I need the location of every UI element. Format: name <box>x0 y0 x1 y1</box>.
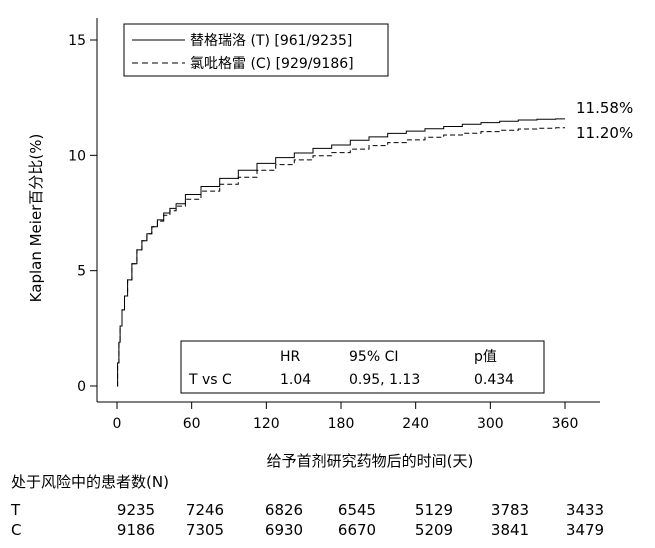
y-tick-label: 15 <box>68 33 86 49</box>
y-axis-title: Kaplan Meier百分比(%) <box>27 134 45 303</box>
x-tick-label: 360 <box>552 416 579 432</box>
stats-row-label: T vs C <box>188 372 232 388</box>
end-label-clopidogrel: 11.20% <box>576 124 633 142</box>
risk-cell: 6826 <box>265 501 303 519</box>
risk-cell: 9235 <box>117 501 155 519</box>
risk-cell: 5209 <box>415 521 453 539</box>
risk-table-values: 9235 7246 6826 6545 5129 3783 3433 9186 7305 6930… <box>117 501 604 539</box>
stats-value-p: 0.434 <box>474 372 514 388</box>
risk-cell: 6930 <box>265 521 303 539</box>
risk-cell: 3841 <box>491 521 529 539</box>
stats-header-ci: 95% CI <box>349 349 398 365</box>
risk-cell: 6545 <box>338 501 376 519</box>
risk-cell: 3479 <box>566 521 604 539</box>
end-label-ticagrelor: 11.58% <box>576 99 633 117</box>
risk-table-title: 处于风险中的患者数(N) <box>11 473 169 491</box>
x-tick-label: 120 <box>253 416 280 432</box>
x-tick-label: 60 <box>183 416 201 432</box>
legend-label-clopidogrel: 氯吡格雷 (C) [929/9186] <box>190 56 354 72</box>
survival-curves: 11.58% 11.20% <box>117 99 633 387</box>
risk-table: 处于风险中的患者数(N) T C 9235 7246 6826 6545 5129 378… <box>10 473 604 539</box>
series-line-ticagrelor <box>117 118 565 387</box>
stats-box-frame <box>180 340 545 394</box>
risk-row-label-t: T <box>10 501 21 519</box>
legend: 替格瑞洛 (T) [961/9235] 氯吡格雷 (C) [929/9186] <box>123 23 389 77</box>
stats-value-ci: 0.95, 1.13 <box>349 372 420 388</box>
risk-cell: 9186 <box>117 521 155 539</box>
y-tick-label: 0 <box>77 379 86 395</box>
x-ticks: 0 60 120 180 240 300 360 <box>113 402 579 432</box>
series-line-clopidogrel <box>117 127 565 387</box>
x-axis-title: 给予首剂研究药物后的时间(天) <box>267 452 474 470</box>
risk-cell: 6670 <box>338 521 376 539</box>
stats-header-p: p值 <box>474 349 497 365</box>
stats-header-hr: HR <box>280 349 301 365</box>
legend-box <box>123 23 389 77</box>
y-tick-label: 5 <box>77 264 86 280</box>
risk-cell: 3433 <box>566 501 604 519</box>
y-tick-label: 10 <box>68 148 86 164</box>
y-ticks: 0 5 10 15 <box>68 33 97 395</box>
risk-cell: 7305 <box>186 521 224 539</box>
risk-cell: 7246 <box>186 501 224 519</box>
x-tick-label: 0 <box>113 416 122 432</box>
x-tick-label: 180 <box>328 416 355 432</box>
risk-cell: 5129 <box>415 501 453 519</box>
x-tick-label: 300 <box>477 416 504 432</box>
risk-cell: 3783 <box>491 501 529 519</box>
stats-box: HR 95% CI p值 T vs C 1.04 0.95, 1.13 0.43… <box>180 340 545 394</box>
risk-row-label-c: C <box>11 521 21 539</box>
stats-value-hr: 1.04 <box>280 372 311 388</box>
legend-label-ticagrelor: 替格瑞洛 (T) [961/9235] <box>190 33 352 49</box>
x-tick-label: 240 <box>402 416 429 432</box>
